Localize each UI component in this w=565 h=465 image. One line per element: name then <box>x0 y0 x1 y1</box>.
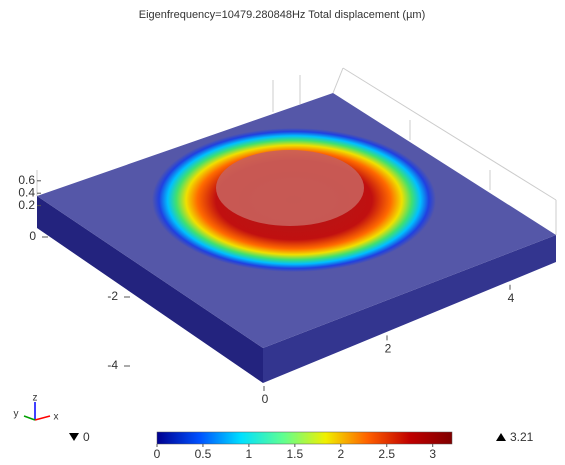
z-tick-label: 0.6 <box>18 173 35 187</box>
x-tick-label: 2 <box>385 342 392 356</box>
colorbar-tick-label: 0 <box>154 447 161 461</box>
colorbar-tick-label: 0.5 <box>195 447 212 461</box>
colorbar-max: 3.21 <box>510 430 534 444</box>
x-tick-label: 4 <box>508 291 515 305</box>
triad-label: z <box>33 393 38 404</box>
x-tick-label: 0 <box>262 392 269 406</box>
colorbar-tick-label: 1.5 <box>287 447 304 461</box>
y-tick-label: 0 <box>29 229 36 243</box>
colorbar-min: 0 <box>83 430 90 444</box>
max-marker <box>496 433 506 441</box>
colorbar <box>157 432 452 444</box>
triad-label: x <box>54 412 59 423</box>
triad <box>24 402 50 420</box>
colorbar-tick-label: 3 <box>429 447 436 461</box>
z-tick-label: 0.2 <box>18 198 35 212</box>
y-tick-label: -2 <box>107 289 118 303</box>
colorbar-tick-label: 1 <box>246 447 253 461</box>
z-tick-label: 0.4 <box>18 185 35 199</box>
chart-title: Eigenfrequency=10479.280848Hz Total disp… <box>139 9 426 21</box>
chart: Eigenfrequency=10479.280848Hz Total disp… <box>0 0 565 465</box>
triad-label: y <box>14 409 19 420</box>
colorbar-tick-label: 2 <box>337 447 344 461</box>
colorbar-tick-label: 2.5 <box>378 447 395 461</box>
min-marker <box>69 433 79 441</box>
displacement-peak <box>216 150 364 226</box>
y-tick-label: -4 <box>107 358 118 372</box>
